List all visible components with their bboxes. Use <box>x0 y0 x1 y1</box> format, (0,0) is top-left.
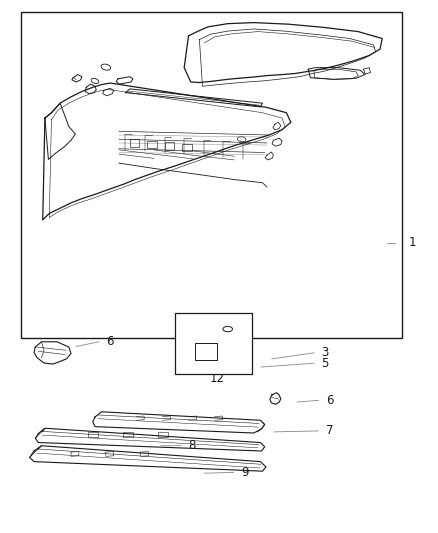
Text: 7: 7 <box>325 424 333 438</box>
Bar <box>88 432 98 437</box>
Bar <box>176 313 252 374</box>
Bar <box>158 432 168 437</box>
Text: 6: 6 <box>325 393 333 407</box>
Bar <box>147 141 157 148</box>
Text: 8: 8 <box>188 439 196 452</box>
Text: 1: 1 <box>409 236 417 249</box>
Bar <box>182 144 191 151</box>
Text: 5: 5 <box>321 357 328 369</box>
Bar <box>195 343 217 360</box>
Text: 3: 3 <box>321 346 328 359</box>
Bar <box>123 432 133 437</box>
Bar <box>21 12 402 338</box>
Bar <box>165 142 174 150</box>
Text: 9: 9 <box>241 466 248 479</box>
Bar <box>130 139 139 147</box>
Text: 6: 6 <box>106 335 113 348</box>
Text: 12: 12 <box>209 372 224 385</box>
